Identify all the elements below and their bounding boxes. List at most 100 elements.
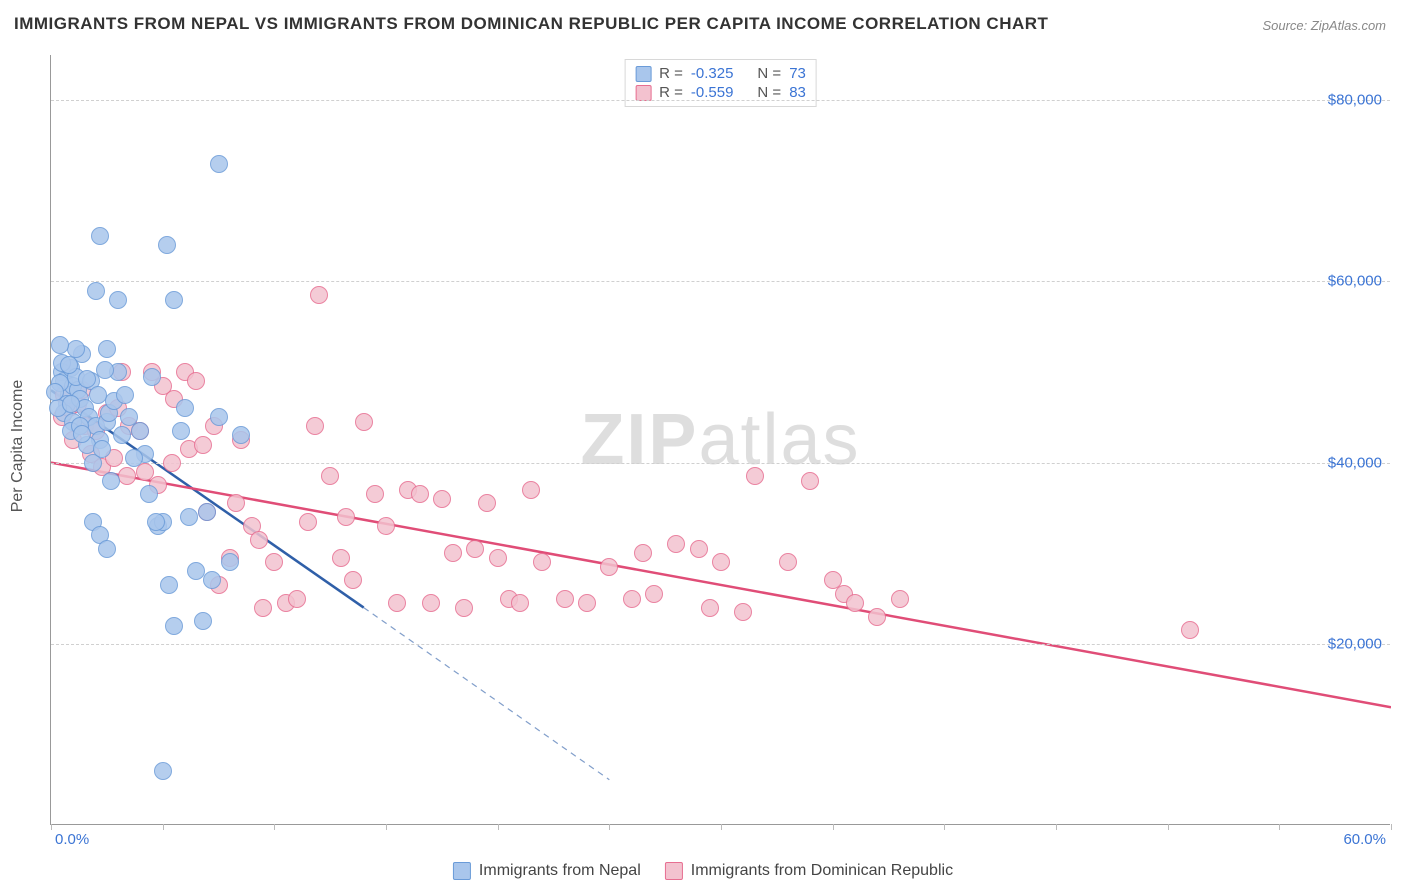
- datapoint-dominican: [623, 590, 641, 608]
- datapoint-nepal: [140, 485, 158, 503]
- datapoint-dominican: [556, 590, 574, 608]
- datapoint-dominican: [690, 540, 708, 558]
- x-tick-mark: [1279, 824, 1280, 830]
- datapoint-nepal: [160, 576, 178, 594]
- datapoint-dominican: [366, 485, 384, 503]
- r-label: R =: [659, 65, 683, 82]
- datapoint-nepal: [98, 540, 116, 558]
- datapoint-dominican: [533, 553, 551, 571]
- datapoint-dominican: [332, 549, 350, 567]
- datapoint-dominican: [478, 494, 496, 512]
- datapoint-nepal: [62, 395, 80, 413]
- chart-container: IMMIGRANTS FROM NEPAL VS IMMIGRANTS FROM…: [0, 0, 1406, 892]
- legend-item-nepal: Immigrants from Nepal: [453, 862, 641, 880]
- datapoint-dominican: [489, 549, 507, 567]
- datapoint-nepal: [125, 449, 143, 467]
- swatch-dominican: [635, 85, 651, 101]
- datapoint-nepal: [147, 513, 165, 531]
- datapoint-nepal: [176, 399, 194, 417]
- datapoint-nepal: [46, 383, 64, 401]
- x-tick-mark: [274, 824, 275, 830]
- datapoint-dominican: [288, 590, 306, 608]
- datapoint-dominican: [511, 594, 529, 612]
- r-label: R =: [659, 84, 683, 101]
- datapoint-nepal: [232, 426, 250, 444]
- datapoint-nepal: [67, 340, 85, 358]
- datapoint-dominican: [433, 490, 451, 508]
- datapoint-nepal: [198, 503, 216, 521]
- x-tick-mark: [833, 824, 834, 830]
- datapoint-nepal: [158, 236, 176, 254]
- datapoint-dominican: [355, 413, 373, 431]
- datapoint-nepal: [165, 617, 183, 635]
- datapoint-dominican: [321, 467, 339, 485]
- watermark-zip: ZIP: [580, 400, 698, 480]
- x-tick-mark: [1391, 824, 1392, 830]
- datapoint-dominican: [645, 585, 663, 603]
- n-label: N =: [757, 65, 781, 82]
- datapoint-dominican: [746, 467, 764, 485]
- r-value-dominican: -0.559: [691, 84, 734, 101]
- datapoint-dominican: [466, 540, 484, 558]
- datapoint-nepal: [210, 408, 228, 426]
- gridline-h: [51, 100, 1390, 101]
- datapoint-dominican: [250, 531, 268, 549]
- datapoint-nepal: [194, 612, 212, 630]
- x-tick-max: 60.0%: [1343, 831, 1386, 848]
- datapoint-dominican: [344, 571, 362, 589]
- datapoint-dominican: [444, 544, 462, 562]
- datapoint-dominican: [118, 467, 136, 485]
- datapoint-dominican: [422, 594, 440, 612]
- datapoint-nepal: [154, 762, 172, 780]
- datapoint-nepal: [113, 426, 131, 444]
- datapoint-nepal: [131, 422, 149, 440]
- gridline-h: [51, 281, 1390, 282]
- x-tick-mark: [944, 824, 945, 830]
- stat-row-dominican: R = -0.559 N = 83: [635, 83, 806, 102]
- legend-swatch-nepal: [453, 862, 471, 880]
- datapoint-dominican: [600, 558, 618, 576]
- datapoint-dominican: [779, 553, 797, 571]
- datapoint-nepal: [109, 291, 127, 309]
- datapoint-dominican: [377, 517, 395, 535]
- plot-area: ZIPatlas R = -0.325 N = 73 R = -0.559 N …: [50, 55, 1390, 825]
- datapoint-nepal: [93, 440, 111, 458]
- watermark: ZIPatlas: [580, 399, 860, 481]
- y-tick-label: $80,000: [1328, 92, 1382, 109]
- datapoint-dominican: [254, 599, 272, 617]
- datapoint-dominican: [455, 599, 473, 617]
- datapoint-nepal: [180, 508, 198, 526]
- legend-item-dominican: Immigrants from Dominican Republic: [665, 862, 953, 880]
- regression-line-dominican: [51, 463, 1391, 708]
- x-tick-min: 0.0%: [55, 831, 89, 848]
- datapoint-nepal: [60, 356, 78, 374]
- x-tick-mark: [386, 824, 387, 830]
- datapoint-dominican: [891, 590, 909, 608]
- chart-title: IMMIGRANTS FROM NEPAL VS IMMIGRANTS FROM…: [14, 14, 1048, 34]
- datapoint-dominican: [299, 513, 317, 531]
- x-tick-mark: [51, 824, 52, 830]
- datapoint-nepal: [116, 386, 134, 404]
- x-tick-mark: [1056, 824, 1057, 830]
- y-tick-label: $60,000: [1328, 273, 1382, 290]
- stat-row-nepal: R = -0.325 N = 73: [635, 64, 806, 83]
- r-value-nepal: -0.325: [691, 65, 734, 82]
- y-tick-label: $20,000: [1328, 635, 1382, 652]
- datapoint-dominican: [634, 544, 652, 562]
- datapoint-dominican: [1181, 621, 1199, 639]
- x-tick-mark: [609, 824, 610, 830]
- legend-label-nepal: Immigrants from Nepal: [479, 862, 641, 880]
- datapoint-dominican: [411, 485, 429, 503]
- datapoint-dominican: [337, 508, 355, 526]
- datapoint-dominican: [868, 608, 886, 626]
- datapoint-nepal: [51, 336, 69, 354]
- source-attribution: Source: ZipAtlas.com: [1262, 18, 1386, 33]
- y-axis-label: Per Capita Income: [9, 380, 27, 513]
- datapoint-dominican: [801, 472, 819, 490]
- datapoint-dominican: [388, 594, 406, 612]
- datapoint-dominican: [265, 553, 283, 571]
- datapoint-dominican: [578, 594, 596, 612]
- datapoint-dominican: [712, 553, 730, 571]
- datapoint-nepal: [172, 422, 190, 440]
- datapoint-nepal: [210, 155, 228, 173]
